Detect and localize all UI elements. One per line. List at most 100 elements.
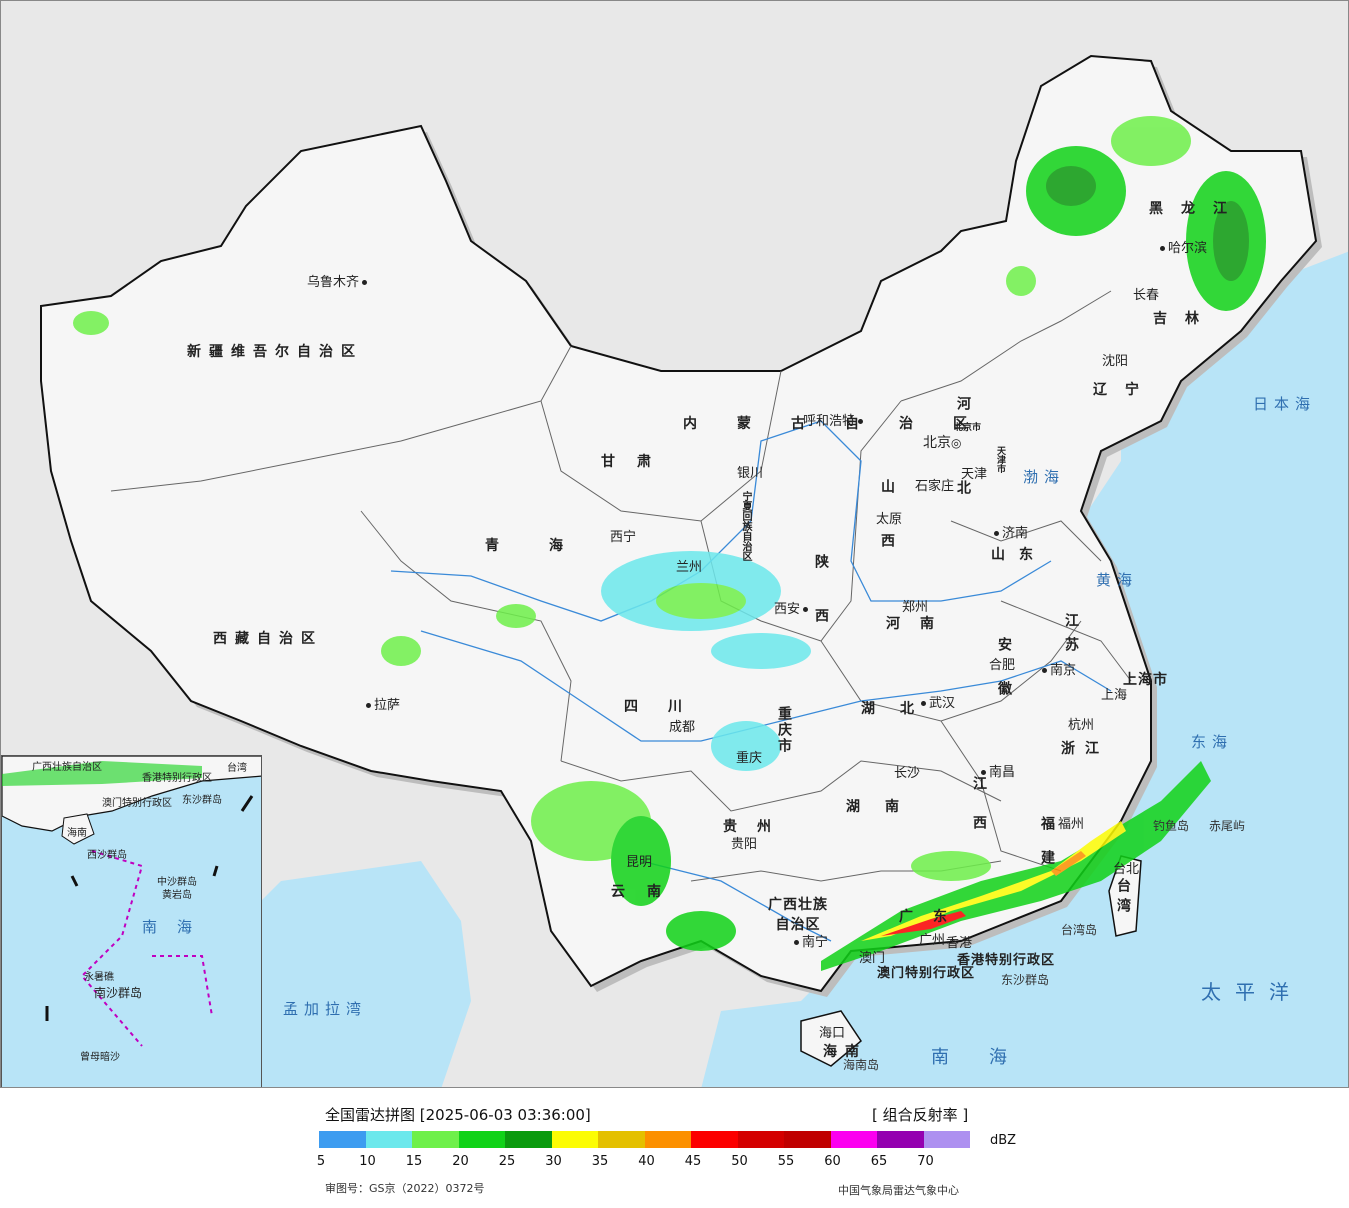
legend-color-swatch: [830, 1131, 877, 1148]
city-lhasa: 拉萨: [363, 694, 400, 713]
sea-label-japan: 日本海: [1253, 395, 1317, 413]
radar-map: 日本海 渤海 黄海 东海 太平洋 南海 孟加拉湾 新疆维吾尔自治区 西藏自治区 …: [0, 0, 1349, 1088]
inset-label-guangxi: 广西壮族自治区: [32, 762, 102, 773]
province-liaoning: 辽宁: [1093, 382, 1157, 398]
province-guangdong: 广东: [899, 909, 967, 925]
city-urumqi: 乌鲁木齐: [307, 271, 370, 290]
inset-label-nansha: 南沙群岛: [94, 986, 143, 1000]
city-beijing: 北京◎: [923, 435, 962, 451]
city-haikou: 海口: [819, 1026, 846, 1041]
province-shanxi: 山西: [879, 479, 895, 587]
inset-label-zengmu: 曾母暗沙: [80, 1052, 120, 1063]
city-fuzhou: 福州: [1058, 817, 1085, 832]
legend-tick-label: 5: [316, 1154, 326, 1169]
city-hongkong: 香港: [946, 936, 973, 951]
inset-label-macao: 澳门特别行政区: [102, 798, 172, 809]
province-guizhou: 贵州: [723, 819, 791, 835]
province-sichuan: 四川: [624, 699, 712, 715]
organization-name: 中国气象局雷达气象中心: [838, 1184, 959, 1197]
inset-label-taiwan: 台湾: [227, 763, 247, 774]
province-jiangsu: 江苏: [1063, 613, 1079, 661]
legend-tick-label: 40: [638, 1154, 655, 1169]
city-chengdu: 成都: [669, 720, 696, 735]
inset-label-hainan: 海南: [67, 828, 87, 839]
legend-tick-label: 70: [917, 1154, 934, 1169]
city-xian: 西安: [774, 598, 811, 617]
province-anhui: 安徽: [996, 637, 1012, 725]
city-kunming: 昆明: [626, 855, 653, 870]
province-fujian: 福建: [1039, 816, 1055, 884]
island-chiwei: 赤尾屿: [1209, 819, 1246, 833]
region-macao: 澳门特别行政区: [877, 966, 976, 981]
city-zhengzhou: 郑州: [902, 600, 929, 615]
legend-color-swatch: [551, 1131, 598, 1148]
province-gansu: 甘肃: [601, 454, 673, 470]
sea-label-east: 东海: [1191, 733, 1234, 751]
city-marker-icon: [803, 607, 809, 612]
province-jiangxi: 江西: [971, 776, 987, 854]
city-xining: 西宁: [610, 530, 637, 545]
province-neimenggu: 内蒙古自治区: [683, 416, 1007, 432]
legend-color-swatch: [644, 1131, 691, 1148]
legend-color-swatch: [319, 1131, 366, 1148]
sea-label-yellow: 黄海: [1096, 571, 1139, 589]
legend-tick-label: 65: [870, 1154, 888, 1169]
island-dongsha: 东沙群岛: [1001, 973, 1050, 987]
legend-tick-label: 20: [452, 1154, 469, 1169]
inset-label-xisha: 西沙群岛: [87, 850, 127, 861]
city-taiyuan: 太原: [876, 512, 903, 527]
city-marker-icon: [921, 701, 926, 706]
province-zhejiang: 浙江: [1061, 741, 1109, 757]
city-harbin: 哈尔滨: [1157, 237, 1207, 256]
region-guangxi: 广西壮族自治区: [768, 897, 828, 933]
province-jilin: 吉林: [1153, 311, 1217, 327]
sea-label-bohai: 渤海: [1023, 468, 1066, 486]
city-shijiazhuang: 石家庄: [915, 479, 955, 494]
city-marker-icon: [858, 419, 864, 424]
city-macao: 澳门: [859, 951, 886, 966]
legend-color-swatch: [923, 1131, 970, 1148]
city-lanzhou: 兰州: [676, 560, 703, 575]
legend-tick-label: 45: [684, 1154, 702, 1169]
city-marker-icon: [981, 770, 986, 775]
city-nanjing: 南京: [1039, 659, 1076, 678]
city-guangzhou: 广州: [919, 933, 946, 948]
island-taiwan: 台湾岛: [1061, 923, 1098, 937]
province-shaanxi: 陕西: [813, 554, 829, 662]
legend-tick-label: 55: [777, 1154, 795, 1169]
city-marker-icon: [1042, 668, 1047, 673]
province-hubei: 湖北: [861, 701, 939, 717]
legend-unit: dBZ: [990, 1133, 1017, 1148]
china-outline: [40, 54, 1318, 993]
city-guiyang: 贵阳: [731, 837, 758, 852]
inset-label-hongkong: 香港特别行政区: [142, 773, 212, 784]
province-hebei: 河北: [955, 396, 971, 564]
region-shanghai: 上海市: [1123, 672, 1168, 688]
legend-product: [ 组合反射率 ]: [872, 1106, 969, 1124]
inset-label-yongshu: 永暑礁: [84, 972, 114, 983]
city-nanchang: 南昌: [978, 761, 1015, 780]
city-shanghai: 上海: [1101, 688, 1128, 703]
legend-title: 全国雷达拼图 [2025-06-03 03:36:00]: [325, 1106, 591, 1124]
region-chongqing: 重庆市: [776, 706, 792, 754]
city-yinchuan: 银川: [737, 466, 764, 481]
province-shandong: 山东: [991, 547, 1047, 563]
map-approval-number: 审图号：GS京（2022）0372号: [325, 1182, 485, 1195]
legend-color-swatch: [505, 1131, 552, 1148]
legend-color-swatch: [598, 1131, 645, 1148]
legend-color-swatch: [458, 1131, 505, 1148]
province-taiwan: 台湾: [1115, 878, 1131, 918]
legend-tick-label: 50: [731, 1154, 748, 1169]
legend-color-swatch: [737, 1131, 784, 1148]
inset-label-dongsha: 东沙群岛: [182, 795, 222, 806]
province-yunnan: 云南: [611, 884, 683, 900]
legend-tick-label: 15: [405, 1154, 423, 1169]
city-changchun: 长春: [1133, 288, 1160, 303]
city-hefei: 合肥: [989, 658, 1016, 673]
map-background: [1, 1, 1348, 1087]
province-hunan: 湖南: [846, 799, 924, 815]
legend-tick-label: 10: [359, 1154, 376, 1169]
city-nanning: 南宁: [791, 931, 828, 950]
city-wuhan: 武汉: [918, 692, 955, 711]
legend-tick-label: 30: [545, 1154, 562, 1169]
